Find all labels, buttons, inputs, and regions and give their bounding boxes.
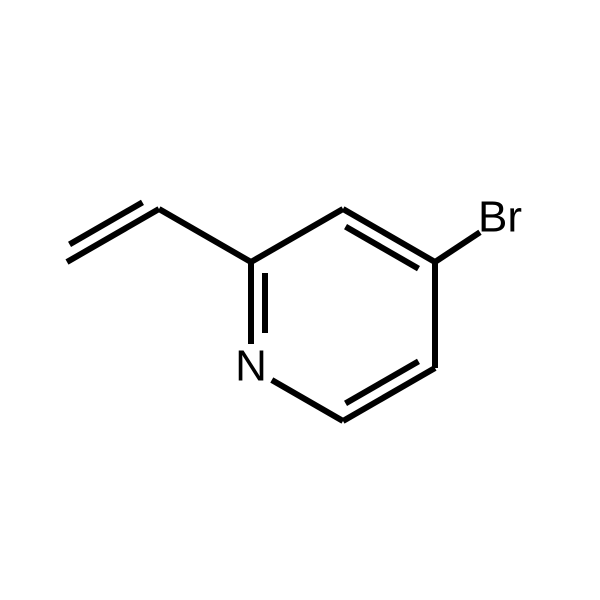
bond-line <box>251 209 343 262</box>
bond-line <box>435 232 480 262</box>
bond-line <box>159 209 251 262</box>
atom-label-n: N <box>235 342 267 391</box>
bond-line <box>272 380 343 421</box>
atom-labels-layer: N Br <box>235 193 522 391</box>
chemical-structure-diagram: N Br <box>0 0 600 600</box>
bonds-layer <box>67 202 480 421</box>
atom-label-br: Br <box>478 193 522 242</box>
